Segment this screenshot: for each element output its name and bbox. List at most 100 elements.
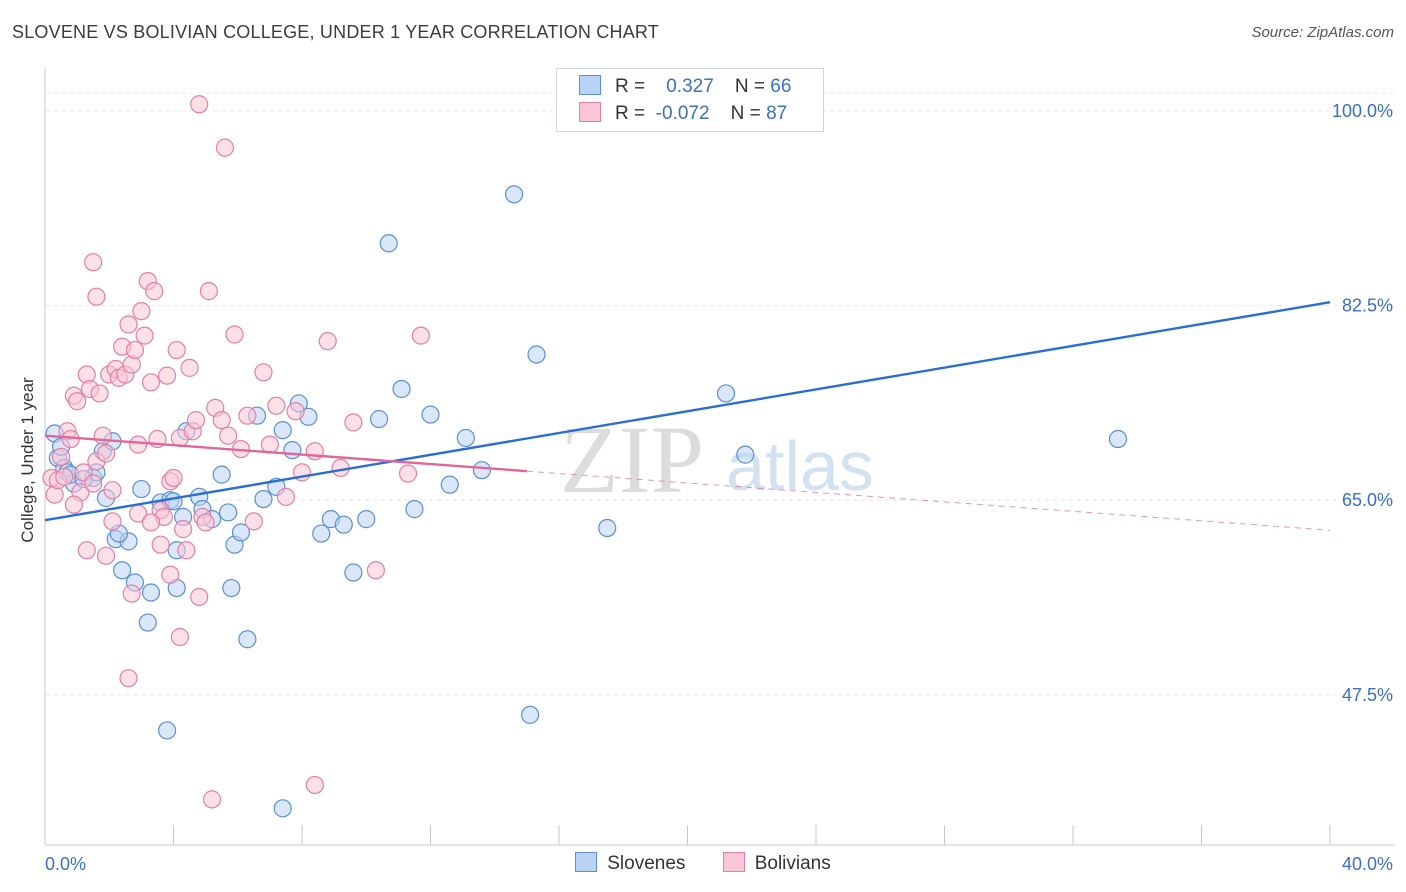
bolivian-point [305,442,324,461]
slovene-point [312,524,331,543]
bolivian-point [51,447,71,466]
slovene-point [527,345,546,364]
bolivian-point [267,396,286,415]
chart-title: SLOVENE VS BOLIVIAN COLLEGE, UNDER 1 YEA… [12,22,659,42]
bolivian-point [318,332,337,351]
legend-n-value: 66 [770,76,792,97]
bolivian-point [411,326,430,345]
bolivian-point [244,512,263,531]
bolivian-point [68,392,87,411]
legend-r-value: 0.327 [666,76,714,97]
bolivian-point [199,282,218,301]
bolivian-point [141,373,161,392]
bolivians-trend-extension [526,470,1331,531]
slovene-point [370,409,389,429]
y-tick-label: 82.5% [1342,296,1393,316]
legend-n-label: N = [734,76,766,97]
y-axis-label: College, Under 1 year [18,377,37,543]
bolivian-point [103,512,122,531]
bolivian-point [119,669,138,688]
bolivian-point [186,411,206,430]
bolivian-point [132,302,151,321]
bolivian-point [129,435,148,454]
series-legend: Slovenes Bolivians [0,852,1406,875]
legend-r-label: R = [615,76,646,97]
legend-row-slovenes: R = 0.327 N = 66 [579,75,791,98]
bolivian-point [151,535,170,554]
slovene-point [254,489,273,509]
legend-r-label: R = [615,103,646,124]
slovenes-trend-line [44,301,1331,522]
legend-n-label: N = [730,103,761,124]
slovene-point [344,563,363,582]
slovene-point [238,630,257,649]
bolivian-point [344,413,363,432]
bolivian-point [161,565,180,584]
bolivian-point [260,435,279,454]
bolivian-point [190,587,209,607]
slovene-point [231,523,251,542]
bolivians-trend-line [44,434,527,473]
slovene-point [219,503,238,522]
bolivian-point [90,384,109,403]
slovene-point [273,799,292,818]
bolivian-point [196,513,215,532]
slovene-point [392,379,411,399]
slovene-point [222,578,241,598]
x-tick-label: 40.0% [1342,854,1393,874]
bolivian-point [119,315,138,334]
bolivian-point [64,495,84,514]
legend-n-value: 87 [766,103,788,124]
bolivian-point [254,363,273,382]
watermark-zip: ZIP [560,406,704,513]
bolivian-point [286,402,305,421]
bolivian-point [141,513,161,532]
slovene-point [379,234,398,253]
slovene-point [138,613,157,632]
slovenes-swatch [579,75,601,95]
bolivian-point [164,468,183,488]
slovene-point [405,500,424,519]
series-slovenes [45,185,1128,818]
bolivian-point [366,561,385,580]
source-label: Source: ZipAtlas.com [1251,24,1394,41]
x-tick-label: 0.0% [45,854,86,874]
bolivian-point [84,253,103,272]
slovene-point [273,421,292,440]
slovene-point [440,475,459,494]
bolivian-point [215,138,234,157]
slovene-point [132,479,151,499]
bolivian-point [125,340,145,360]
slovene-point [504,185,524,204]
y-tick-label: 65.0% [1342,490,1393,510]
bolivian-point [55,467,74,486]
bolivian-point [103,481,122,500]
correlation-legend: R = 0.327 N = 66 R = -0.072 N = 87 [556,68,824,132]
slovenes-swatch [575,852,598,872]
slovene-point [212,465,231,484]
slovene-point [520,705,540,724]
slovene-point [157,721,177,740]
legend-row-bolivians: R = -0.072 N = 87 [579,102,787,125]
slovene-point [283,441,302,460]
slovene-point [421,405,440,424]
bolivian-point [93,426,112,445]
bolivian-point [96,444,116,463]
bolivian-point [276,487,296,506]
legend-label-bolivians: Bolivians [754,853,831,874]
slovene-point [716,384,736,403]
bolivian-point [170,627,190,647]
bolivian-point [177,541,196,560]
slovene-point [472,461,491,480]
slovene-point [112,561,132,580]
legend-item-bolivians: Bolivians [722,852,831,875]
legend-item-slovenes: Slovenes [575,852,685,875]
bolivian-point [96,546,116,565]
bolivian-point [219,426,238,445]
slovene-point [357,510,376,529]
bolivian-point [77,541,96,560]
bolivians-swatch [722,852,745,872]
slovene-point [456,428,475,448]
bolivian-point [135,326,154,345]
